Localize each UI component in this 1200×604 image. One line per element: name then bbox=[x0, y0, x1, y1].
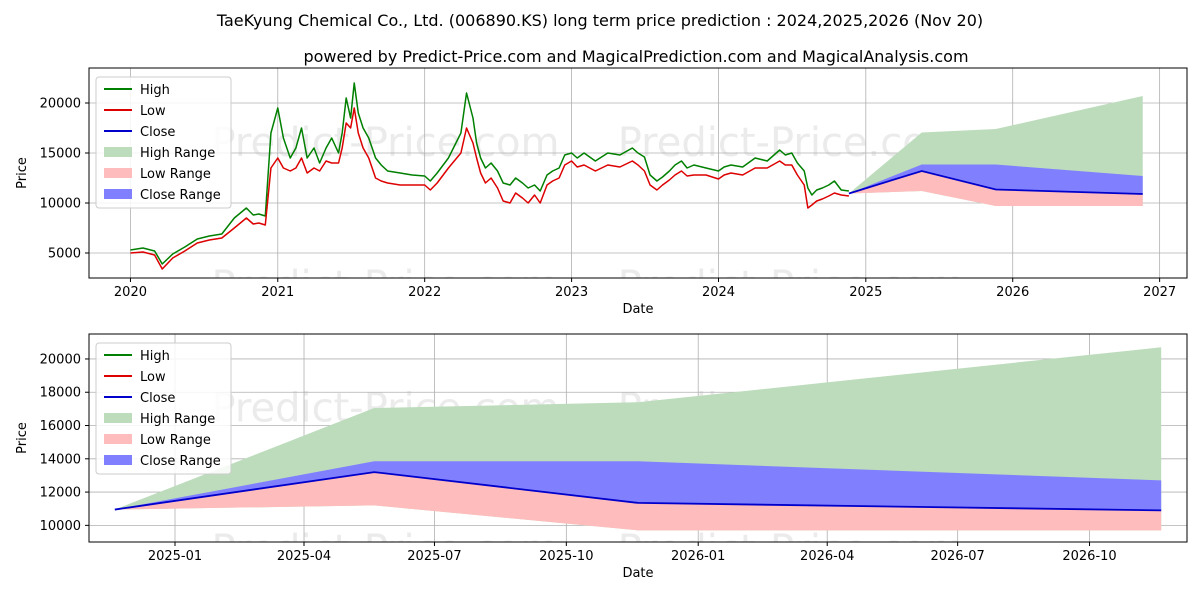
x-tick-label: 2026-04 bbox=[800, 549, 854, 564]
x-tick-label: 2025 bbox=[849, 285, 882, 300]
x-tick-label: 2023 bbox=[555, 285, 588, 300]
x-axis-label: Date bbox=[622, 566, 653, 581]
y-tick-label: 10000 bbox=[40, 519, 81, 534]
y-tick-label: 18000 bbox=[40, 386, 81, 401]
low-range-area bbox=[114, 472, 1162, 531]
legend-label: Low bbox=[140, 104, 166, 119]
plot-frame bbox=[88, 333, 1188, 543]
y-tick-label: 20000 bbox=[40, 97, 81, 112]
y-tick-label: 20000 bbox=[40, 352, 81, 367]
x-tick-label: 2026 bbox=[996, 285, 1029, 300]
close-range-area bbox=[114, 461, 1162, 511]
x-tick-label: 2020 bbox=[114, 285, 147, 300]
legend-label: Close Range bbox=[140, 188, 221, 203]
y-tick-label: 16000 bbox=[40, 419, 81, 434]
series-group bbox=[114, 347, 1162, 531]
y-tick-label: 14000 bbox=[40, 452, 81, 467]
x-tick-label: 2021 bbox=[261, 285, 294, 300]
watermark-text: Predict-Price.com bbox=[618, 527, 966, 573]
chart-title: TaeKyung Chemical Co., Ltd. (006890.KS) … bbox=[216, 11, 983, 30]
x-tick-label: 2025-04 bbox=[277, 549, 331, 564]
legend-label: Close bbox=[140, 391, 175, 406]
legend-label: Close Range bbox=[140, 454, 221, 469]
x-tick-label: 2026-10 bbox=[1062, 549, 1116, 564]
legend-label: Close bbox=[140, 125, 175, 140]
watermark-text: Predict-Price.com bbox=[618, 263, 966, 309]
axes: 2020 2021 2022 2023 2024 2025 2026 2027 5000 1000… bbox=[15, 97, 1176, 318]
legend-label: High Range bbox=[140, 146, 215, 161]
watermark-text: Predict-Price.com bbox=[211, 120, 559, 166]
legend-label: High Range bbox=[140, 412, 215, 427]
legend: High Low Close High Range Low Range Close Ran… bbox=[95, 76, 232, 209]
legend-label: Low Range bbox=[140, 167, 211, 182]
watermark-group: Predict-Price.com Predict-Price.com Predic… bbox=[211, 120, 966, 309]
close-range-area bbox=[848, 164, 1143, 194]
legend-swatch bbox=[104, 189, 132, 199]
close-series-line bbox=[848, 170, 1143, 195]
y-tick-label: 5000 bbox=[48, 247, 81, 262]
axes: 2025-01 2025-04 2025-07 2025-10 2026-01 2026-… bbox=[15, 352, 1117, 581]
lower-panel: Predict-Price.comPredict-Price.comPredic… bbox=[15, 333, 1188, 581]
plot-frame bbox=[88, 67, 1188, 279]
y-axis-label: Price bbox=[15, 422, 30, 454]
y-tick-label: 10000 bbox=[40, 197, 81, 212]
legend-swatch bbox=[104, 434, 132, 444]
x-tick-label: 2025-07 bbox=[407, 549, 461, 564]
y-tick-label: 15000 bbox=[40, 147, 81, 162]
x-tick-label: 2027 bbox=[1143, 285, 1176, 300]
y-tick-label: 12000 bbox=[40, 486, 81, 501]
series-group bbox=[130, 82, 1143, 270]
legend-label: Low bbox=[140, 370, 166, 385]
legend-swatch bbox=[104, 168, 132, 178]
x-tick-label: 2025-10 bbox=[539, 549, 593, 564]
chart-subtitle: powered by Predict-Price.com and Magical… bbox=[303, 47, 968, 66]
x-tick-label: 2026-07 bbox=[930, 549, 984, 564]
legend-label: Low Range bbox=[140, 433, 211, 448]
y-axis-label: Price bbox=[15, 157, 30, 189]
x-tick-label: 2024 bbox=[702, 285, 735, 300]
upper-panel: Predict-Price.com Predict-Price.com Predic… bbox=[15, 67, 1188, 318]
low-series-line bbox=[130, 107, 850, 270]
legend-label: High bbox=[140, 83, 170, 98]
x-axis-label: Date bbox=[622, 302, 653, 317]
high-series-line bbox=[130, 82, 850, 265]
low-range-area bbox=[848, 171, 1143, 206]
watermark-text: Predict-Price.com bbox=[211, 527, 559, 573]
legend-label: High bbox=[140, 349, 170, 364]
legend: High Low Close High Range Low Range Close Ran… bbox=[95, 342, 232, 475]
legend-swatch bbox=[104, 147, 132, 157]
legend-swatch bbox=[104, 413, 132, 423]
x-tick-label: 2026-01 bbox=[671, 549, 725, 564]
legend-swatch bbox=[104, 455, 132, 465]
x-tick-label: 2025-01 bbox=[148, 549, 202, 564]
watermark-text: Predict-Price.com bbox=[211, 263, 559, 309]
close-series-line bbox=[114, 471, 1162, 512]
x-tick-label: 2022 bbox=[408, 285, 441, 300]
